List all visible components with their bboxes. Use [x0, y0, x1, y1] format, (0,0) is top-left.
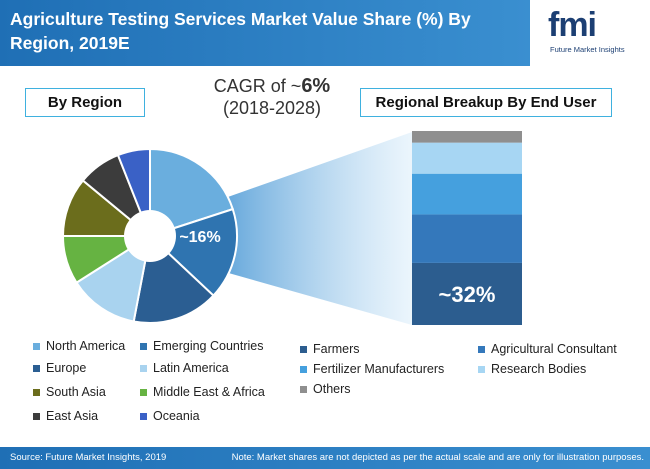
cagr-text: CAGR of ~6% (2018-2028) [192, 75, 352, 119]
cagr-period: (2018-2028) [222, 98, 322, 118]
donut-hole [124, 210, 176, 262]
footer: Source: Future Market Insights, 2019 Not… [0, 447, 650, 469]
legend-swatch [478, 345, 485, 353]
legend-swatch [33, 412, 40, 420]
legend-label: Latin America [153, 361, 229, 375]
cagr-value: 6% [301, 75, 331, 97]
legend-east-asia: East Asia [33, 409, 98, 423]
legend-label: North America [46, 339, 126, 353]
legend-middle-east-africa: Middle East & Africa [140, 385, 265, 399]
breakup-label: Regional Breakup By End User [360, 88, 612, 117]
title-bar: Agriculture Testing Services Market Valu… [0, 0, 530, 66]
legend-latin-america: Latin America [140, 361, 229, 375]
pie-slice-north-america [149, 147, 235, 238]
legend-swatch [33, 364, 40, 372]
bar-segment-agricultural-consultant [412, 214, 522, 263]
legend-label: South Asia [46, 385, 106, 399]
legend-swatch [300, 365, 307, 373]
legend-swatch [140, 364, 147, 372]
legend-label: Agricultural Consultant [491, 342, 617, 356]
fmi-logo: fmi Future Market Insights [548, 6, 642, 58]
pie-highlight-label: ~16% [179, 229, 220, 246]
legend-oceania: Oceania [140, 409, 200, 423]
by-region-label: By Region [25, 88, 145, 117]
legend-label: Oceania [153, 409, 200, 423]
legend-south-asia: South Asia [33, 385, 106, 399]
chart-title: Agriculture Testing Services Market Valu… [10, 9, 471, 53]
bar-highlight-label: ~32% [439, 282, 496, 307]
bar-segment-fertilizer-manufacturers [412, 173, 522, 215]
legend-label: Others [313, 382, 351, 396]
stacked-bar [412, 131, 522, 325]
legend-label: Research Bodies [491, 362, 587, 376]
legend-label: Fertilizer Manufacturers [313, 362, 445, 376]
logo-subtitle: Future Market Insights [550, 45, 625, 54]
bar-segment-others [412, 131, 522, 143]
legend-swatch [33, 388, 40, 396]
legend-swatch [300, 345, 307, 353]
header: Agriculture Testing Services Market Valu… [0, 0, 650, 66]
pie-slice-latin-america [75, 233, 152, 323]
logo-text: fmi [548, 6, 597, 44]
legend-label: Farmers [313, 342, 360, 356]
bar-segment-farmers [412, 262, 522, 325]
footer-source: Source: Future Market Insights, 2019 [10, 452, 167, 463]
legend-farmers: Farmers [300, 342, 360, 356]
legend-label: Europe [46, 361, 87, 375]
legend-swatch [300, 385, 307, 393]
legend-research-bodies: Research Bodies [478, 362, 586, 376]
legend-north-america: North America [33, 339, 125, 353]
legend-swatch [140, 342, 147, 350]
zoom-beam [225, 132, 412, 325]
legend-swatch [478, 365, 485, 373]
legend-label: Emerging Countries [153, 339, 264, 353]
legend-europe: Europe [33, 361, 86, 375]
legend-label: Middle East & Africa [153, 385, 265, 399]
bar-segment-research-bodies [412, 142, 522, 174]
cagr-label: CAGR of ~ [213, 76, 302, 96]
legend-agricultural-consultant: Agricultural Consultant [478, 342, 617, 356]
legend-label: East Asia [46, 409, 99, 423]
legend-emerging-countries: Emerging Countries [140, 339, 263, 353]
legend-fertilizer-manufacturers: Fertilizer Manufacturers [300, 362, 444, 376]
legend-others: Others [300, 382, 351, 396]
footer-note: Note: Market shares are not depicted as … [231, 452, 644, 463]
legend-swatch [33, 342, 40, 350]
legend-swatch [140, 388, 147, 396]
legend-swatch [140, 412, 147, 420]
